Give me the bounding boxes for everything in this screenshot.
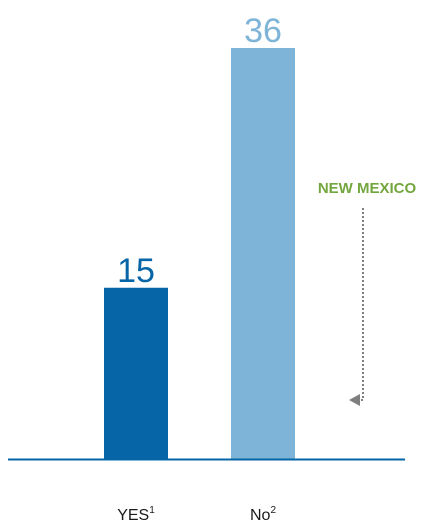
value-label-yes: 15 (117, 252, 155, 290)
bar-no (231, 48, 295, 459)
annotation-dotted-arrow-line (359, 208, 364, 401)
annotation-arrowhead-icon (349, 394, 360, 406)
annotation-label: NEW MEXICO (318, 180, 417, 197)
category-footnote-marker: 1 (149, 505, 155, 516)
value-label-no: 36 (244, 12, 282, 50)
category-footnote-marker: 2 (270, 505, 276, 516)
category-label-yes: YES1 (117, 505, 155, 524)
category-labels-layer: YES1 No2 (117, 505, 276, 524)
bars-layer (104, 48, 295, 459)
annotation: NEW MEXICO (318, 180, 417, 406)
category-label-no: No2 (250, 505, 276, 524)
bar-yes (104, 287, 168, 459)
